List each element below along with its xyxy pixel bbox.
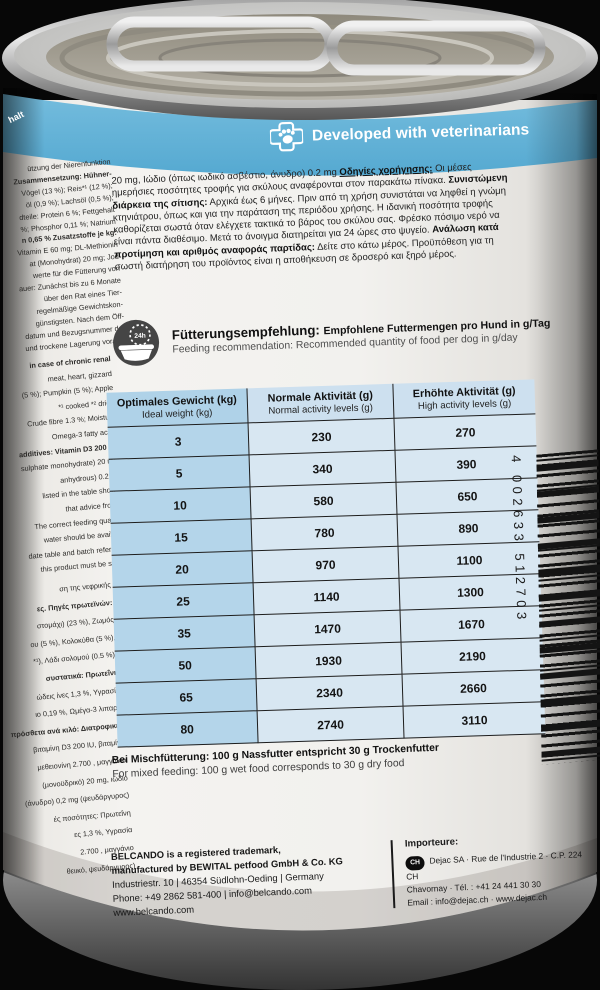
footer-divider xyxy=(390,840,396,909)
feeding-recommendation-header: 24h Fütterungsempfehlung: Empfohlene Fut… xyxy=(111,304,551,367)
manufacturer-info: BELCANDO is a registered trademark, manuf… xyxy=(111,839,382,922)
cell-weight: 20 xyxy=(111,551,254,588)
cell-weight: 50 xyxy=(114,647,257,684)
cell-normal: 2740 xyxy=(257,706,405,744)
cell-normal: 1930 xyxy=(255,642,403,680)
cell-normal: 1140 xyxy=(253,578,401,616)
left-strip-german: ützung der Nierenfunktion Zusammensetzung… xyxy=(0,156,127,360)
cell-weight: 35 xyxy=(113,615,256,652)
cell-normal: 580 xyxy=(250,482,397,520)
cell-weight: 15 xyxy=(110,519,253,556)
lid-swirl-inner xyxy=(158,38,442,78)
header-high-activity: Erhöhte Aktivität (g) High activity leve… xyxy=(392,379,536,419)
header-normal-activity: Normale Aktivität (g) Normal activity le… xyxy=(246,383,394,424)
importer-info: Importeure: CH Dejac SA · Rue de l'Indust… xyxy=(405,830,588,909)
veterinarians-banner: Developed with veterinarians xyxy=(269,113,530,153)
cell-normal: 1470 xyxy=(254,610,402,648)
cell-high: 270 xyxy=(393,414,537,451)
lid-swirl-middle xyxy=(106,29,494,87)
intro-paragraph: 20 mg, Ιώδιο (όπως ιωδικό ασβέστιο, άνυδ… xyxy=(111,160,514,274)
cell-normal: 780 xyxy=(251,514,399,552)
cell-weight: 80 xyxy=(116,711,259,748)
pull-tab-loop xyxy=(326,20,546,76)
cell-normal: 230 xyxy=(248,418,395,456)
header-ideal-weight: Optimales Gewicht (kg) Ideal weight (kg) xyxy=(106,388,249,428)
feeding-table: Optimales Gewicht (kg) Ideal weight (kg)… xyxy=(106,379,546,748)
cell-weight: 3 xyxy=(107,423,250,460)
cell-normal: 340 xyxy=(249,450,396,488)
icon-24h-label: 24h xyxy=(134,333,146,340)
feeding-bowl-24h-icon: 24h xyxy=(113,319,160,366)
paw-cross-icon xyxy=(269,121,304,152)
cell-normal: 970 xyxy=(252,546,400,584)
cell-normal: 2340 xyxy=(256,674,404,712)
barcode-bars xyxy=(536,449,600,765)
cell-weight: 25 xyxy=(112,583,255,620)
banner-label: Developed with veterinarians xyxy=(311,120,530,144)
cell-weight: 65 xyxy=(115,679,258,716)
ch-country-badge: CH xyxy=(405,856,425,871)
cell-weight: 5 xyxy=(108,455,251,492)
cell-weight: 10 xyxy=(109,487,252,524)
